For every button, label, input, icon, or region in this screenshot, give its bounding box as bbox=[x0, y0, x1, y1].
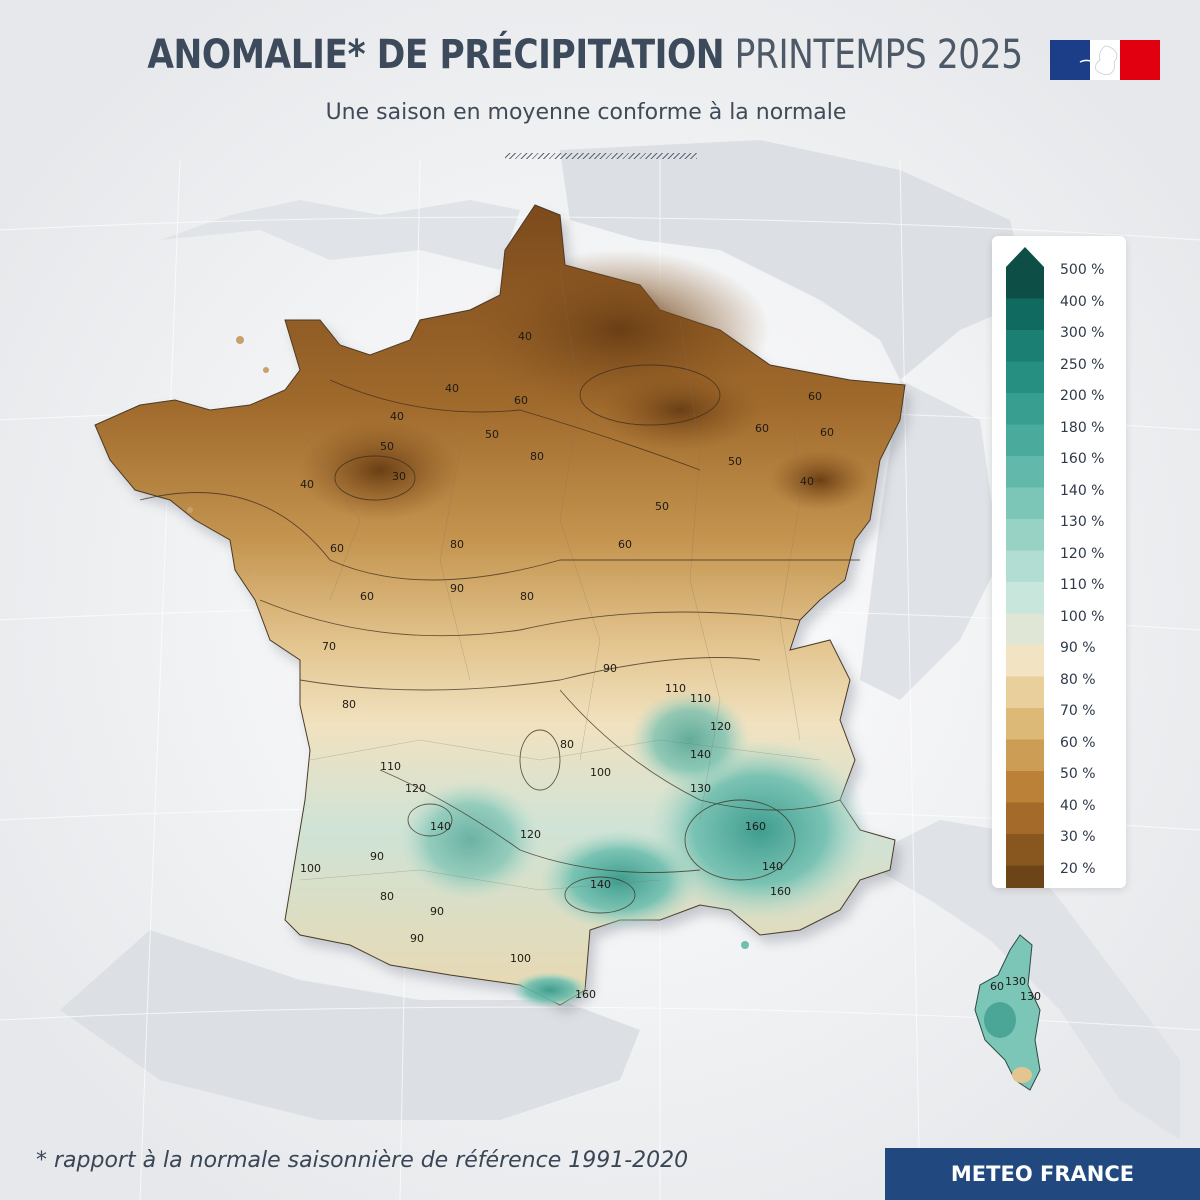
precipitation-legend: 500 % 400 % 300 % 250 % 200 % 180 % 160 % 140 %… bbox=[992, 236, 1126, 888]
legend-label: 120 % bbox=[1060, 545, 1105, 562]
neighbour-land-italy bbox=[860, 820, 1180, 1140]
title-divider bbox=[505, 153, 697, 159]
legend-swatch bbox=[1006, 708, 1044, 740]
legend-label: 180 % bbox=[1060, 419, 1105, 436]
legend-label: 200 % bbox=[1060, 388, 1105, 404]
legend-swatch bbox=[1006, 267, 1044, 299]
legend-label: 40 % bbox=[1060, 797, 1096, 814]
legend-label: 160 % bbox=[1060, 451, 1105, 467]
legend-swatch bbox=[1006, 298, 1044, 331]
legend-label: 130 % bbox=[1060, 514, 1105, 530]
footnote: * rapport à la normale saisonnière de ré… bbox=[36, 1148, 689, 1173]
republique-francaise-logo bbox=[1050, 40, 1160, 80]
legend-swatch bbox=[1006, 865, 1044, 888]
legend-swatch bbox=[1006, 771, 1044, 803]
neighbour-land-spain bbox=[60, 930, 640, 1120]
legend-swatch bbox=[1006, 739, 1044, 772]
legend-swatch bbox=[1006, 424, 1044, 457]
legend-label: 100 % bbox=[1060, 608, 1105, 625]
meteo-france-logo: METEO FRANCE bbox=[885, 1148, 1200, 1200]
legend-swatch bbox=[1006, 802, 1044, 835]
legend-label: 110 % bbox=[1060, 577, 1105, 593]
legend-arrow-top bbox=[1006, 247, 1044, 267]
legend-label: 300 % bbox=[1060, 325, 1105, 341]
legend-label: 500 % bbox=[1060, 262, 1105, 278]
legend-label: 400 % bbox=[1060, 293, 1105, 310]
legend-swatch bbox=[1006, 519, 1044, 551]
neighbour-land-east bbox=[860, 380, 1000, 700]
page-title: ANOMALIE* DE PRÉCIPITATION PRINTEMPS 202… bbox=[147, 32, 1023, 78]
legend-swatch bbox=[1006, 834, 1044, 866]
neighbour-land-north bbox=[560, 140, 1030, 380]
legend-label: 50 % bbox=[1060, 766, 1096, 782]
legend-label: 70 % bbox=[1060, 703, 1096, 719]
legend-swatch bbox=[1006, 456, 1044, 488]
legend-label: 80 % bbox=[1060, 671, 1096, 688]
legend-colorbar bbox=[1006, 247, 1044, 888]
legend-label: 60 % bbox=[1060, 734, 1096, 751]
legend-swatch bbox=[1006, 550, 1044, 583]
legend-swatch bbox=[1006, 330, 1044, 362]
legend-swatch bbox=[1006, 361, 1044, 394]
legend-swatch bbox=[1006, 676, 1044, 709]
legend-label: 30 % bbox=[1060, 829, 1096, 845]
legend-swatch bbox=[1006, 645, 1044, 677]
legend-swatch bbox=[1006, 393, 1044, 425]
legend-swatch bbox=[1006, 487, 1044, 520]
legend-swatch bbox=[1006, 582, 1044, 614]
legend-label: 140 % bbox=[1060, 482, 1105, 499]
page-subtitle: Une saison en moyenne conforme à la norm… bbox=[325, 100, 847, 125]
legend-label: 90 % bbox=[1060, 640, 1096, 656]
legend-swatch bbox=[1006, 613, 1044, 646]
legend-label: 20 % bbox=[1060, 860, 1096, 877]
legend-label: 250 % bbox=[1060, 356, 1105, 373]
